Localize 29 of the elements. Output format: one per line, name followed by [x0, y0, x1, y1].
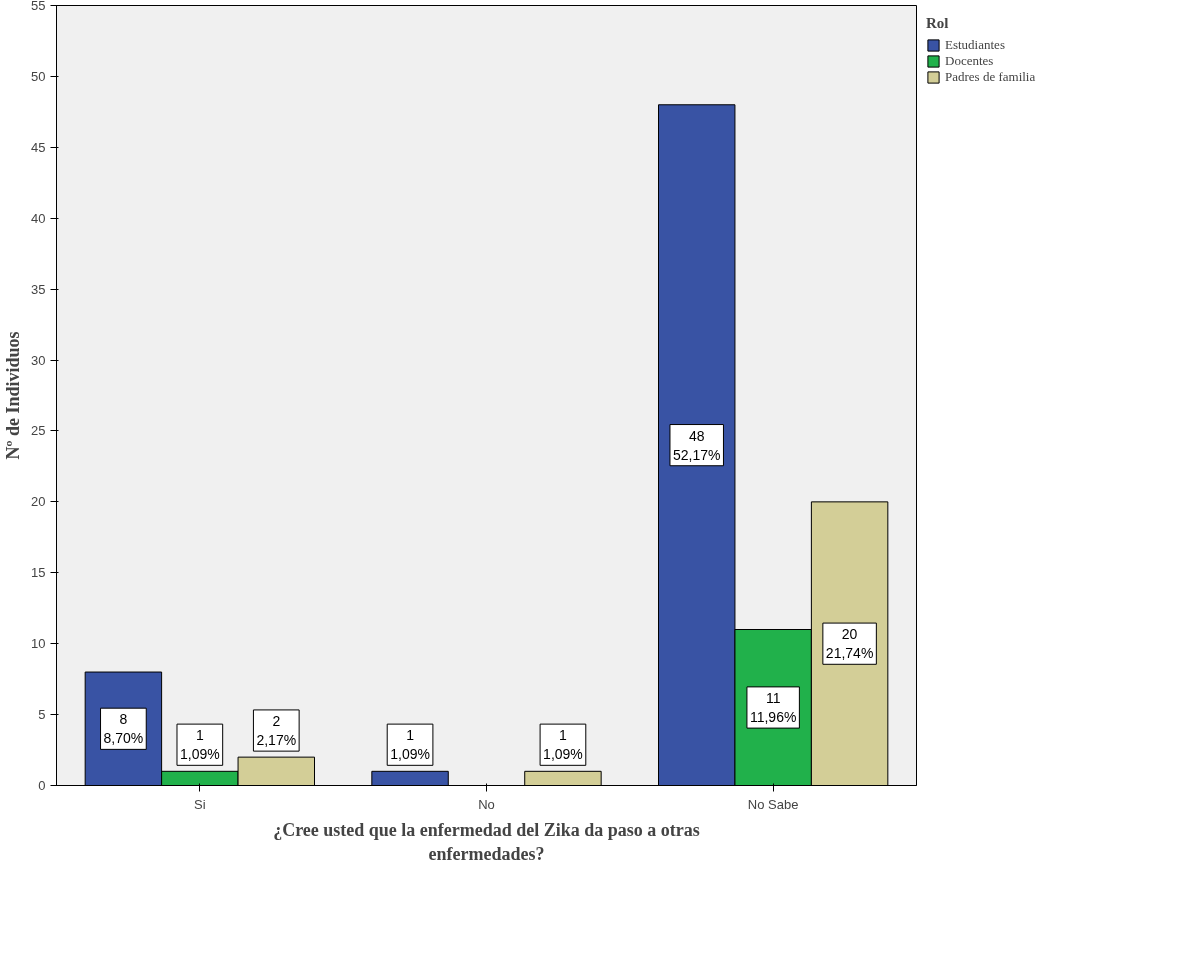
- x-tick-label: Si: [194, 796, 206, 812]
- data-label: 1 1,09%: [543, 727, 583, 763]
- y-tick-label: 45: [31, 139, 46, 155]
- data-label: 1 1,09%: [179, 727, 220, 763]
- y-tick-label: 25: [31, 423, 46, 439]
- y-tick-label: 40: [31, 210, 46, 226]
- legend-title: Rol: [926, 15, 950, 32]
- y-tick-label: 20: [31, 494, 46, 510]
- y-tick-label: 30: [31, 352, 46, 368]
- legend-label: Padres de familia: [945, 69, 1036, 85]
- legend-label: Docentes: [945, 53, 994, 69]
- data-label: 48 52,17%: [672, 427, 721, 463]
- y-tick-label: 10: [31, 636, 46, 652]
- data-label: 11 11,96%: [749, 689, 797, 726]
- data-label: 8 8,70%: [103, 711, 144, 747]
- data-label: 1 1,09%: [390, 727, 430, 763]
- data-label: 2 2,17%: [256, 712, 297, 749]
- y-axis-title: Nº de Individuos: [3, 331, 24, 460]
- x-axis-title: ¿Cree usted que la enfermedad del Zika da paso a otras enfermedades?: [273, 819, 700, 864]
- y-tick-label: 55: [31, 0, 46, 13]
- y-tick-label: 50: [31, 68, 46, 84]
- y-tick-label: 0: [38, 778, 46, 793]
- y-tick-label: 5: [38, 707, 46, 723]
- x-tick-label: No Sabe: [747, 796, 799, 812]
- x-tick-label: No: [478, 796, 495, 812]
- y-tick-label: 15: [31, 565, 46, 581]
- legend-label: Estudiantes: [945, 37, 1005, 53]
- data-label: 20 21,74%: [825, 626, 874, 662]
- y-tick-label: 35: [31, 281, 46, 297]
